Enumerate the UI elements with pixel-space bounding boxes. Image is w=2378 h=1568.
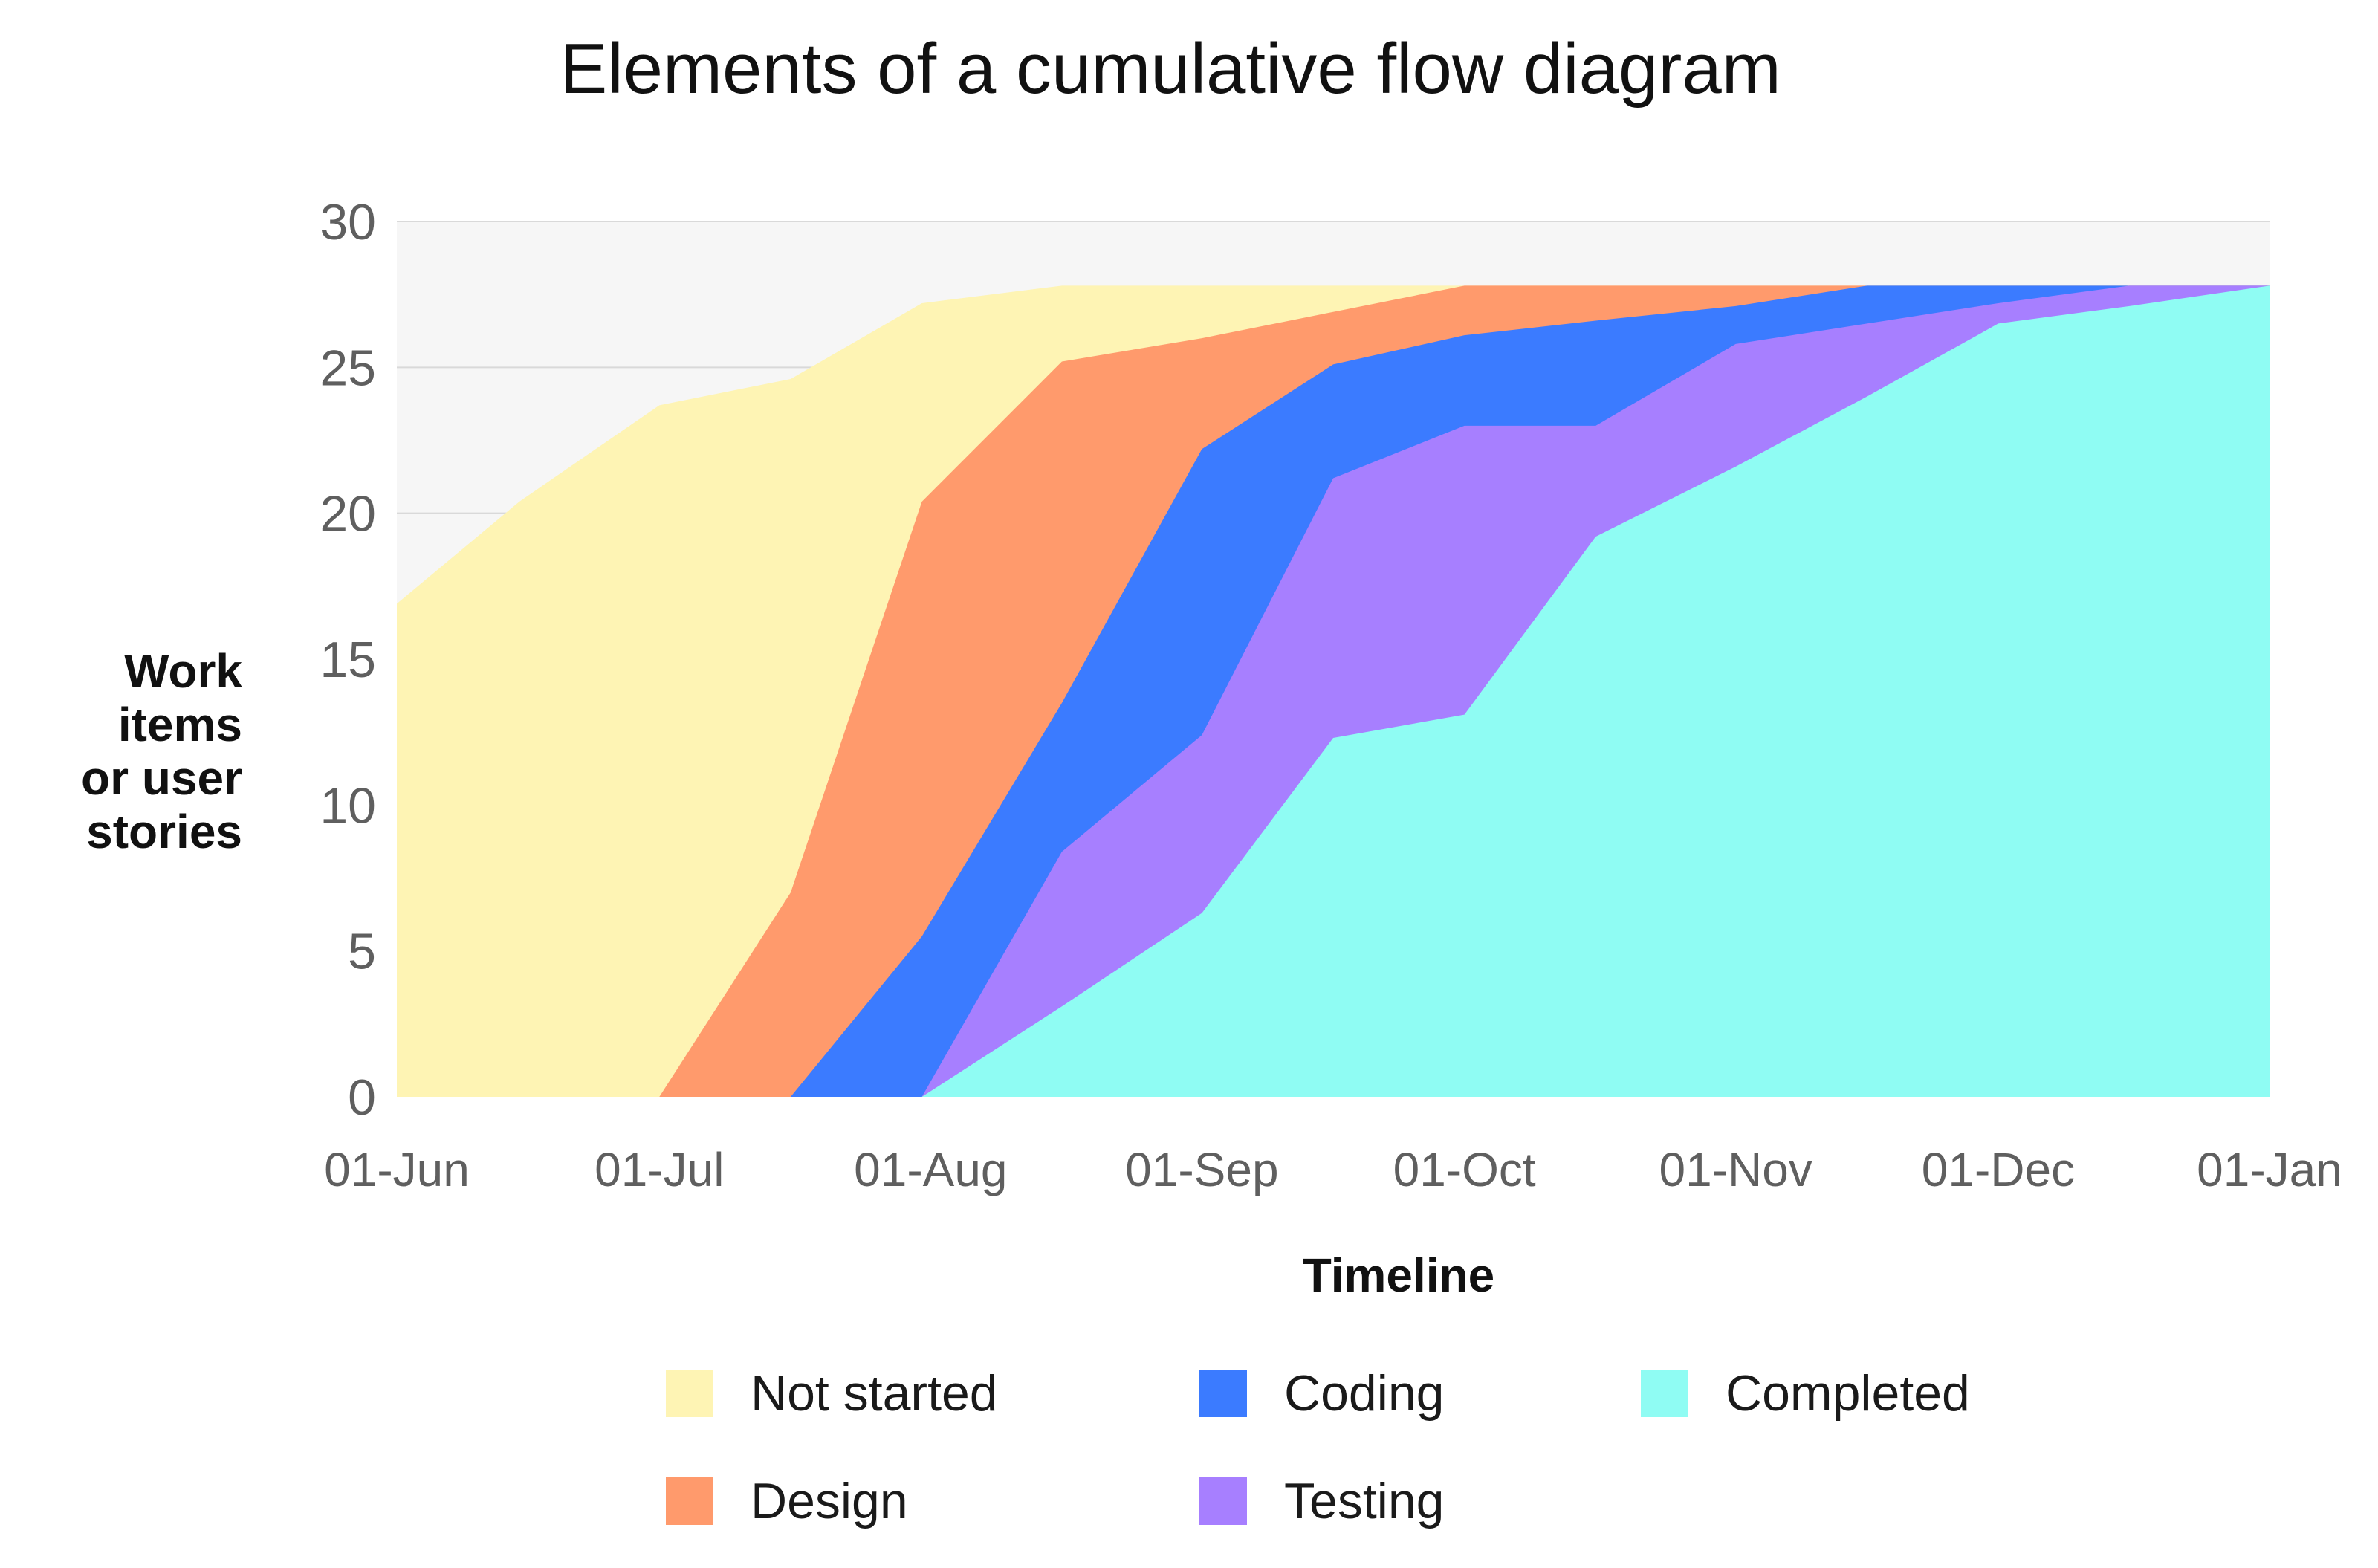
y-axis-ticks: 0 5 10 15 20 25 30 [320, 194, 376, 1126]
legend-label: Not started [751, 1365, 998, 1422]
x-tick-label: 01-Jan [2197, 1143, 2342, 1196]
legend-label: Completed [1726, 1365, 1970, 1422]
area-completed [397, 285, 2270, 1097]
y-tick-label: 15 [320, 632, 376, 688]
y-axis-label-line: or user [81, 751, 242, 805]
chart-title: Elements of a cumulative flow diagram [560, 29, 1781, 108]
y-tick-label: 25 [320, 340, 376, 396]
x-tick-label: 01-Oct [1393, 1143, 1536, 1196]
stacked-areas [397, 285, 2270, 1097]
legend-item: Completed [1641, 1365, 1970, 1422]
y-axis-label-line: items [118, 698, 242, 751]
y-axis-label: Work items or user stories [81, 644, 242, 858]
y-tick-label: 0 [348, 1069, 376, 1126]
legend-swatch [1641, 1370, 1688, 1417]
legend-label: Design [751, 1473, 908, 1529]
y-tick-label: 20 [320, 486, 376, 542]
legend-label: Testing [1284, 1473, 1444, 1529]
x-axis-ticks: 01-Jun 01-Jul 01-Aug 01-Sep 01-Oct 01-Nov 01-D… [324, 1143, 2342, 1196]
y-tick-label: 10 [320, 777, 376, 834]
legend-swatch [666, 1370, 713, 1417]
legend-label: Coding [1284, 1365, 1445, 1422]
legend-item: Not started [666, 1365, 998, 1422]
x-tick-label: 01-Sep [1125, 1143, 1278, 1196]
y-axis-label-line: stories [86, 805, 242, 858]
x-tick-label: 01-Nov [1659, 1143, 1812, 1196]
x-tick-label: 01-Jun [324, 1143, 470, 1196]
x-tick-label: 01-Jul [594, 1143, 724, 1196]
legend-swatch [666, 1477, 713, 1525]
legend: Not started Coding Completed Design Test… [666, 1365, 1970, 1529]
legend-item: Testing [1199, 1473, 1444, 1529]
y-tick-label: 30 [320, 194, 376, 250]
y-axis-label-line: Work [124, 644, 242, 698]
legend-swatch [1199, 1370, 1247, 1417]
legend-item: Design [666, 1473, 908, 1529]
x-tick-label: 01-Aug [854, 1143, 1007, 1196]
x-axis-label: Timeline [1303, 1248, 1494, 1302]
legend-item: Coding [1199, 1365, 1445, 1422]
y-tick-label: 5 [348, 924, 376, 980]
x-tick-label: 01-Dec [1922, 1143, 2075, 1196]
legend-swatch [1199, 1477, 1247, 1525]
